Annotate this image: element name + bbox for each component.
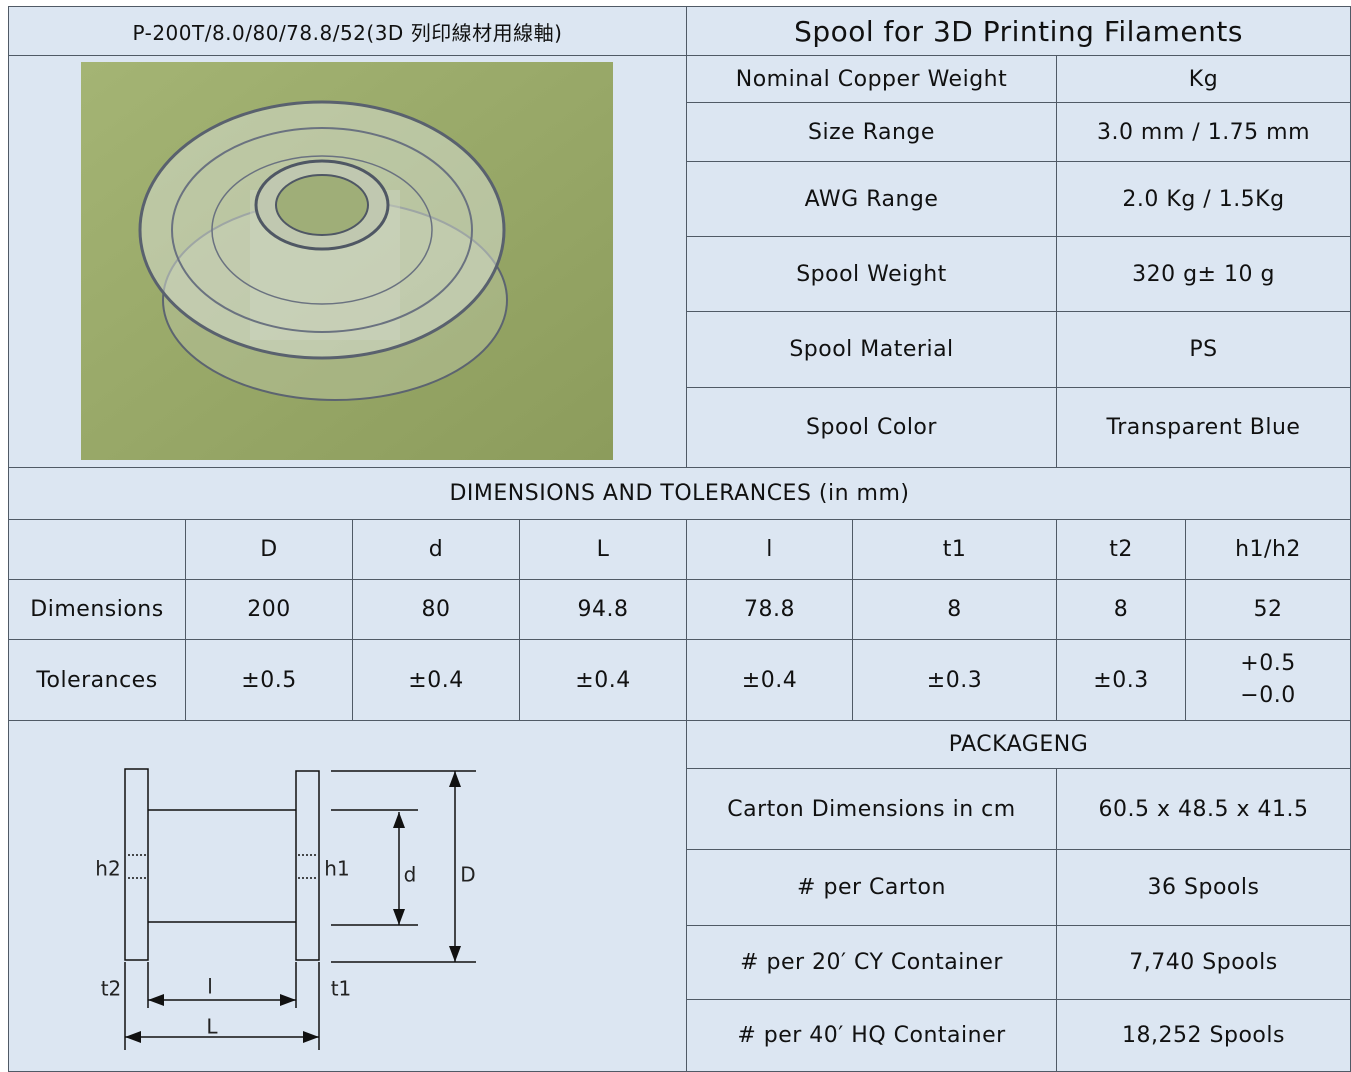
- column-header: D: [185, 519, 353, 580]
- column-header: h1/h2: [1185, 519, 1351, 580]
- dimension-value: +0.5 −0.0: [1185, 639, 1351, 721]
- diagram-label: D: [460, 863, 475, 887]
- row-header: Dimensions: [8, 579, 186, 640]
- section-title: PACKAGENG: [686, 720, 1351, 769]
- spec-label: Spool Weight: [686, 236, 1057, 312]
- cell-line: −0.0: [1240, 683, 1296, 708]
- column-header: L: [519, 519, 687, 580]
- packaging-value: 36 Spools: [1056, 849, 1351, 926]
- diagram-label: L: [206, 1015, 218, 1039]
- cell-line: +0.5: [1240, 651, 1296, 676]
- diagram-label: h1: [324, 857, 349, 881]
- model-title: P-200T/8.0/80/78.8/52(3D 列印線材用線軸): [8, 6, 687, 56]
- spec-value: 2.0 Kg / 1.5Kg: [1056, 161, 1351, 237]
- dimension-value: 8: [852, 579, 1057, 640]
- spec-label: Spool Material: [686, 311, 1057, 388]
- dimension-value: 80: [352, 579, 520, 640]
- dimension-value: ±0.5: [185, 639, 353, 721]
- dimension-value: 78.8: [686, 579, 853, 640]
- packaging-value: 18,252 Spools: [1056, 999, 1351, 1072]
- spool-diagram: h2 h1 d D t2 l t1 L: [95, 768, 476, 1050]
- dimension-value: 8: [1056, 579, 1186, 640]
- spec-value: 320 g± 10 g: [1056, 236, 1351, 312]
- column-header: d: [352, 519, 520, 580]
- corner-cell: [8, 519, 186, 580]
- column-header: t2: [1056, 519, 1186, 580]
- packaging-label: # per 20′ CY Container: [686, 925, 1057, 1000]
- dimension-value: ±0.3: [852, 639, 1057, 721]
- diagram-label: t2: [101, 977, 122, 1001]
- spool-photo: [81, 62, 613, 460]
- packaging-label: # per Carton: [686, 849, 1057, 926]
- dimension-value: ±0.4: [352, 639, 520, 721]
- diagram-label: d: [404, 863, 417, 887]
- diagram-label: l: [207, 975, 213, 999]
- diagram-cell: [8, 720, 687, 1072]
- dimension-value: 200: [185, 579, 353, 640]
- diagram-label: h2: [95, 857, 120, 881]
- packaging-value: 60.5 x 48.5 x 41.5: [1056, 768, 1351, 850]
- spec-label: Spool Color: [686, 387, 1057, 468]
- spec-label: Size Range: [686, 102, 1057, 162]
- diagram-label: t1: [331, 977, 352, 1001]
- packaging-label: Carton Dimensions in cm: [686, 768, 1057, 850]
